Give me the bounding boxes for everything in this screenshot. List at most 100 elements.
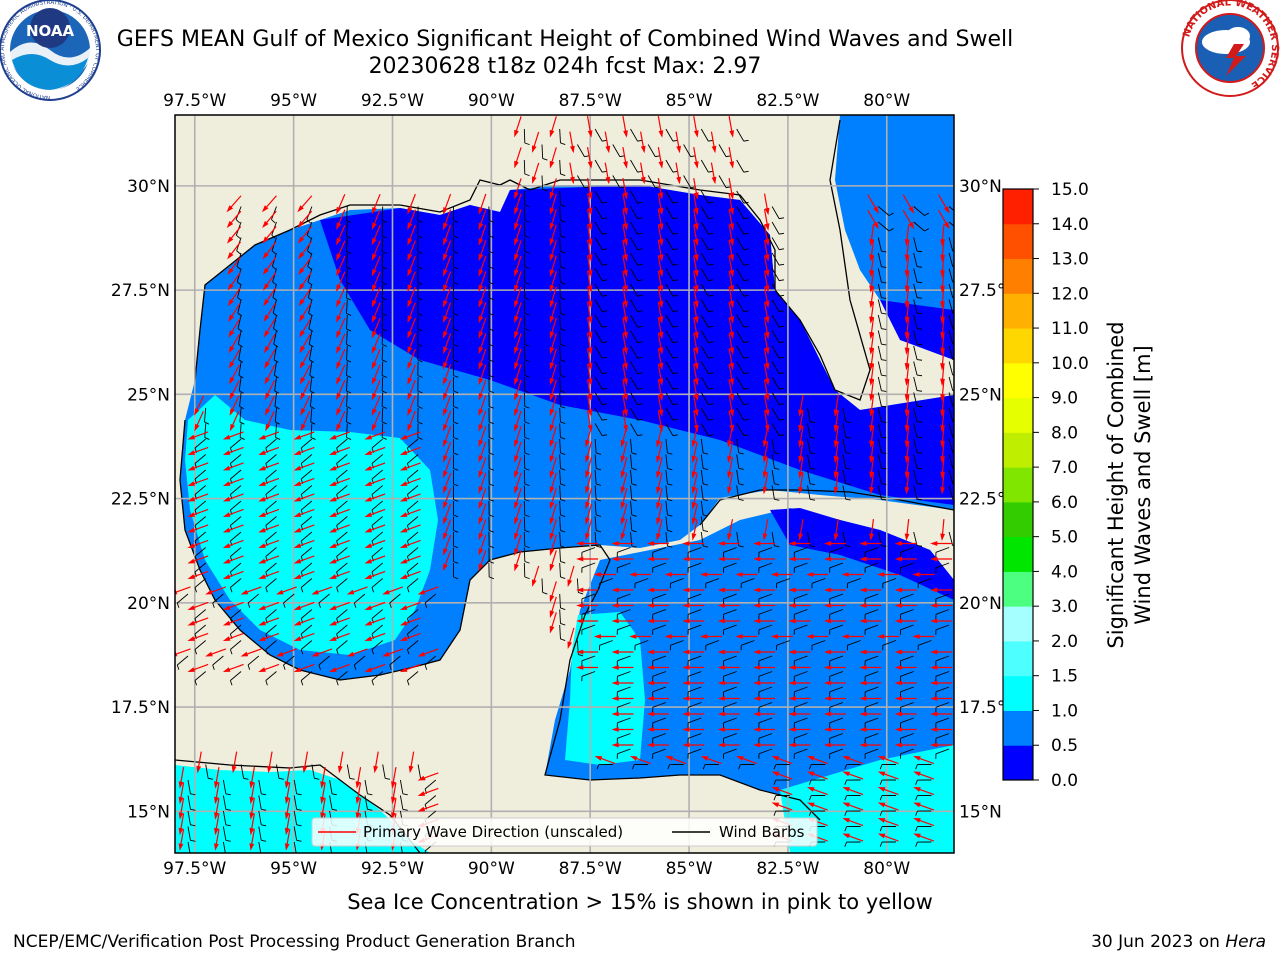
wave-arrow <box>443 286 452 308</box>
wave-arrow <box>622 240 628 262</box>
wind-barb <box>488 345 495 363</box>
colorbar-cell <box>1003 397 1033 433</box>
wind-barb <box>879 826 897 832</box>
wave-arrow <box>611 587 634 593</box>
wind-barb <box>594 438 602 455</box>
wind-barb <box>176 593 189 608</box>
wind-barb <box>842 454 851 470</box>
wave-arrow <box>585 441 593 464</box>
wave-arrow <box>877 634 899 639</box>
wave-arrow <box>877 771 899 780</box>
wind-barb <box>899 733 914 744</box>
wave-arrow <box>293 508 315 517</box>
wave-arrow <box>611 742 634 748</box>
wind-barb <box>913 392 923 408</box>
wind-barb <box>240 764 249 780</box>
wind-barb <box>364 795 373 811</box>
wind-barb <box>793 686 808 697</box>
wind-barb <box>736 314 749 328</box>
wave-arrow <box>214 798 220 820</box>
wave-arrow <box>391 767 397 789</box>
wave-arrow <box>178 829 185 851</box>
wave-arrow <box>611 727 634 732</box>
wind-barb <box>559 221 566 238</box>
wave-arrow <box>329 555 350 564</box>
wave-arrow <box>586 193 593 216</box>
wave-arrow <box>859 541 882 546</box>
wave-arrow <box>823 541 846 546</box>
wind-barb <box>488 283 495 301</box>
wind-barb <box>453 361 459 378</box>
wave-arrow <box>753 665 776 670</box>
wind-barb <box>382 764 391 780</box>
wind-barb <box>722 593 737 604</box>
wind-barb <box>309 376 315 394</box>
wind-barb <box>758 562 773 573</box>
wind-barb <box>913 237 923 253</box>
wave-arrow <box>297 226 312 244</box>
wave-arrow <box>443 503 452 525</box>
wave-arrow <box>371 271 381 293</box>
wave-arrow <box>399 539 421 548</box>
wind-barb <box>630 392 643 406</box>
wave-arrow <box>187 524 209 533</box>
wave-arrow <box>646 618 669 624</box>
wave-arrow <box>867 194 879 214</box>
wave-arrow <box>877 756 899 765</box>
wave-arrow <box>371 333 381 355</box>
wind-barb <box>665 454 673 471</box>
wave-arrow <box>364 524 386 533</box>
wind-barb <box>594 361 608 375</box>
wave-arrow <box>284 767 291 789</box>
wave-arrow <box>249 798 255 820</box>
wave-arrow <box>258 617 280 626</box>
wave-arrow <box>549 519 557 541</box>
wave-arrow <box>371 364 381 386</box>
wave-arrow <box>549 410 557 432</box>
wind-barb <box>453 345 459 363</box>
wind-barb <box>687 686 702 697</box>
wave-arrow <box>728 147 735 169</box>
wind-barb <box>523 206 530 223</box>
wave-arrow <box>727 457 734 479</box>
wave-arrow <box>593 634 616 639</box>
wind-barb <box>630 330 643 344</box>
wind-barb <box>559 314 566 331</box>
legend-wave-direction: Primary Wave Direction (unscaled) <box>363 823 623 841</box>
wave-arrow <box>443 410 452 432</box>
wave-arrow <box>913 787 935 796</box>
wind-barb <box>864 624 879 635</box>
wave-arrow <box>657 209 664 231</box>
wind-barb <box>453 423 459 440</box>
wave-arrow <box>178 782 185 805</box>
wave-arrow <box>585 472 593 495</box>
wave-arrow <box>859 649 882 655</box>
lon-label-top: 97.5°W <box>163 91 226 111</box>
wave-arrow <box>691 519 698 541</box>
wind-barb <box>807 469 816 486</box>
wave-arrow <box>391 782 397 805</box>
wind-barb <box>736 485 744 501</box>
wind-barb <box>864 733 879 744</box>
wind-barb <box>581 671 596 682</box>
wind-barb <box>652 547 667 558</box>
wind-barb <box>523 500 530 518</box>
wave-arrow <box>249 782 255 805</box>
wave-arrow <box>622 348 628 371</box>
wind-barb <box>488 268 495 285</box>
wave-arrow <box>549 550 557 572</box>
wave-arrow <box>514 441 522 463</box>
wave-arrow <box>300 395 311 416</box>
wind-barb <box>488 516 495 533</box>
wind-barb <box>771 407 785 421</box>
wind-barb <box>293 810 302 827</box>
wind-barb <box>917 578 932 589</box>
wave-arrow <box>833 441 839 464</box>
wave-arrow <box>302 751 309 774</box>
lon-label-bottom: 87.5°W <box>559 859 622 879</box>
wave-arrow <box>823 665 846 670</box>
wind-barb <box>665 500 673 517</box>
wave-arrow <box>399 493 421 502</box>
wind-barb <box>899 717 914 728</box>
wind-barb <box>877 299 887 315</box>
